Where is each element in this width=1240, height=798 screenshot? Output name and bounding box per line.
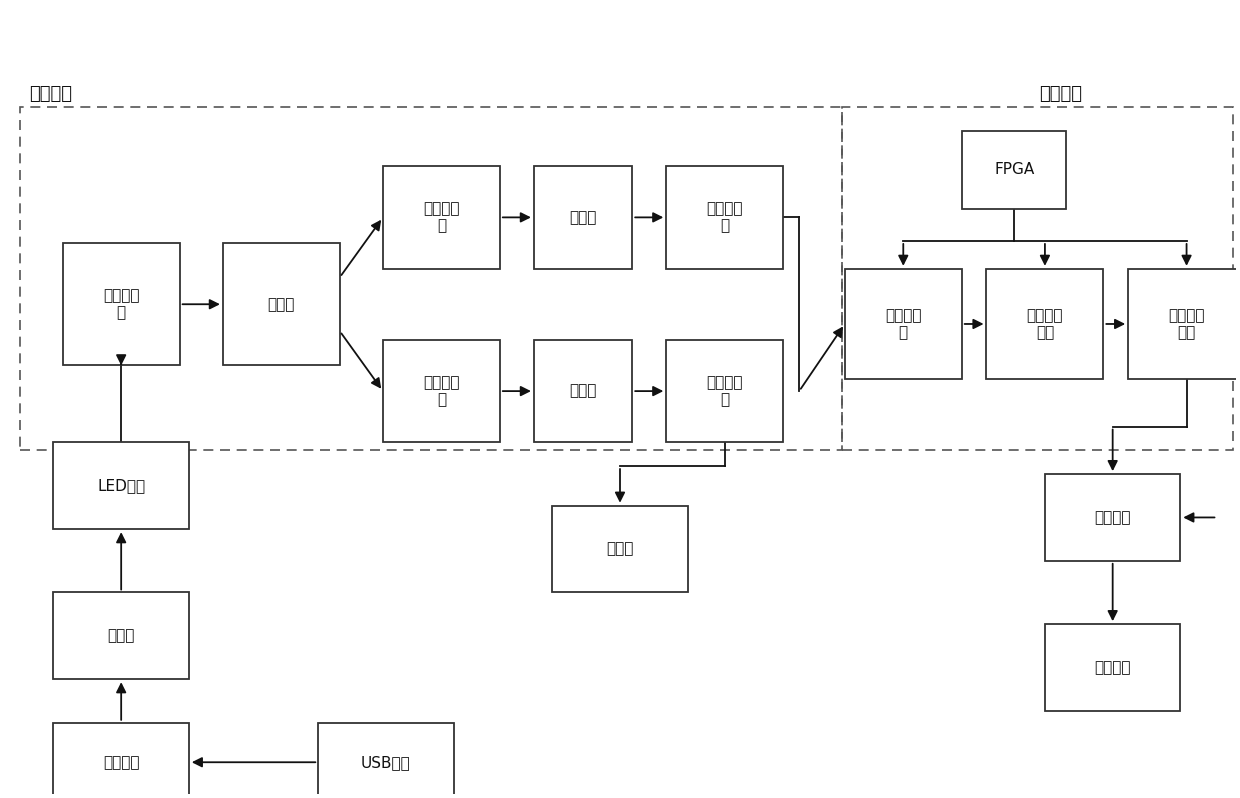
Bar [987,269,1104,379]
Bar [842,107,1234,450]
Bar [666,166,784,269]
Text: 待测物: 待测物 [606,542,634,556]
Bar [53,723,188,798]
Text: 第三准直
器: 第三准直 器 [423,375,460,407]
Text: LED光源: LED光源 [97,478,145,493]
Text: 数据处理
模块: 数据处理 模块 [1027,308,1063,340]
Bar [962,131,1066,210]
Text: 分光器: 分光器 [268,297,295,312]
Bar [1128,269,1240,379]
Bar [1045,474,1180,561]
Text: 采集间: 采集间 [569,384,596,399]
Text: 终端设备: 终端设备 [1095,660,1131,675]
Bar [383,166,500,269]
Text: 第一探测
器: 第一探测 器 [707,201,743,234]
Text: 数据存储
模块: 数据存储 模块 [1168,308,1205,340]
Bar [63,243,180,365]
Text: USB接口: USB接口 [361,755,410,770]
Bar [20,107,842,450]
Bar [383,340,500,442]
Text: 恒流源: 恒流源 [108,628,135,643]
Text: 蓝牙模块: 蓝牙模块 [1095,510,1131,525]
Text: 电源模块: 电源模块 [103,755,139,770]
Bar [223,243,340,365]
Text: 光谱仪模
块: 光谱仪模 块 [885,308,921,340]
Bar [666,340,784,442]
Bar [533,340,632,442]
Text: 电路模块: 电路模块 [1039,85,1081,103]
Bar [53,592,188,679]
Text: 第一准直
器: 第一准直 器 [103,288,139,321]
Text: FPGA: FPGA [994,163,1034,177]
Bar [533,166,632,269]
Bar [319,723,454,798]
Text: 光路模块: 光路模块 [29,85,72,103]
Bar [844,269,962,379]
Text: 第二准直
器: 第二准直 器 [423,201,460,234]
Text: 第二探测
器: 第二探测 器 [707,375,743,407]
Bar [1045,624,1180,711]
Text: 参照间: 参照间 [569,210,596,225]
Bar [552,506,688,592]
Bar [53,442,188,529]
